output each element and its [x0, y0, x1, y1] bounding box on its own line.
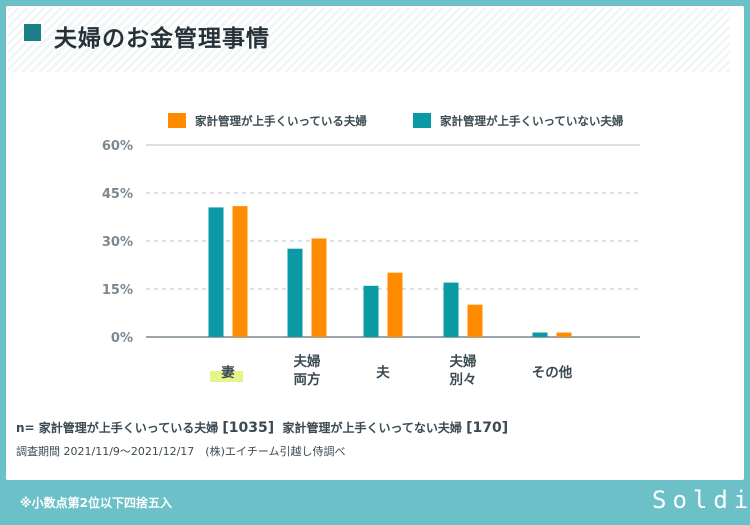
legend-swatch — [168, 113, 186, 128]
category-highlight — [210, 371, 243, 382]
page-title: 夫婦のお金管理事情 — [54, 26, 270, 52]
x-category-label: 夫 — [376, 364, 390, 381]
y-tick-label: 45% — [102, 187, 133, 202]
y-tick-label: 15% — [102, 283, 133, 298]
bar-orange — [387, 272, 403, 337]
footer-note: ※小数点第2位以下四捨五入 — [20, 496, 173, 510]
bar-orange — [467, 304, 483, 337]
n-good-label: 家計管理が上手くいっている夫婦 — [38, 421, 219, 435]
x-category-label: 夫婦 — [294, 353, 321, 370]
y-tick-label: 60% — [102, 139, 133, 154]
n-bad-count: [170] — [466, 420, 509, 436]
bars — [208, 206, 572, 337]
survey-note: 調査期間 2021/11/9〜2021/12/17 (株)エイチーム引越し侍調べ — [16, 445, 346, 458]
x-category-label: その他 — [532, 364, 573, 381]
bar-teal — [208, 207, 224, 337]
title-band — [8, 8, 730, 72]
bar-orange — [232, 206, 248, 337]
sample-size-note: n= 家計管理が上手くいっている夫婦 [1035] 家計管理が上手くいってない夫… — [16, 419, 508, 436]
y-tick-label: 30% — [102, 235, 133, 250]
x-category-label: 妻 — [221, 364, 235, 381]
title-marker — [24, 24, 41, 41]
legend: 家計管理が上手くいっている夫婦 家計管理が上手くいっていない夫婦 — [168, 113, 624, 128]
bar-teal — [363, 285, 379, 337]
legend-label: 家計管理が上手くいっていない夫婦 — [440, 114, 624, 128]
bar-teal — [443, 282, 459, 337]
n-bad-label: 家計管理が上手くいってない夫婦 — [282, 421, 462, 435]
n-prefix: n= — [16, 421, 35, 435]
x-category-label: 両方 — [294, 371, 321, 388]
legend-label: 家計管理が上手くいっている夫婦 — [195, 114, 367, 128]
bar-orange — [311, 238, 327, 337]
bar-orange — [556, 332, 572, 337]
card — [6, 6, 744, 480]
bar-teal — [287, 248, 303, 337]
n-good-count: [1035] — [222, 420, 275, 436]
soldi-logo: Soldi — [652, 486, 750, 514]
x-category-label: 夫婦 — [450, 353, 477, 370]
y-tick-label: 0% — [111, 331, 133, 346]
y-axis-ticks: 0% 15% 30% 45% 60% — [102, 139, 133, 346]
x-category-label: 別々 — [450, 372, 477, 388]
bar-teal — [532, 332, 548, 337]
legend-swatch — [413, 113, 431, 128]
